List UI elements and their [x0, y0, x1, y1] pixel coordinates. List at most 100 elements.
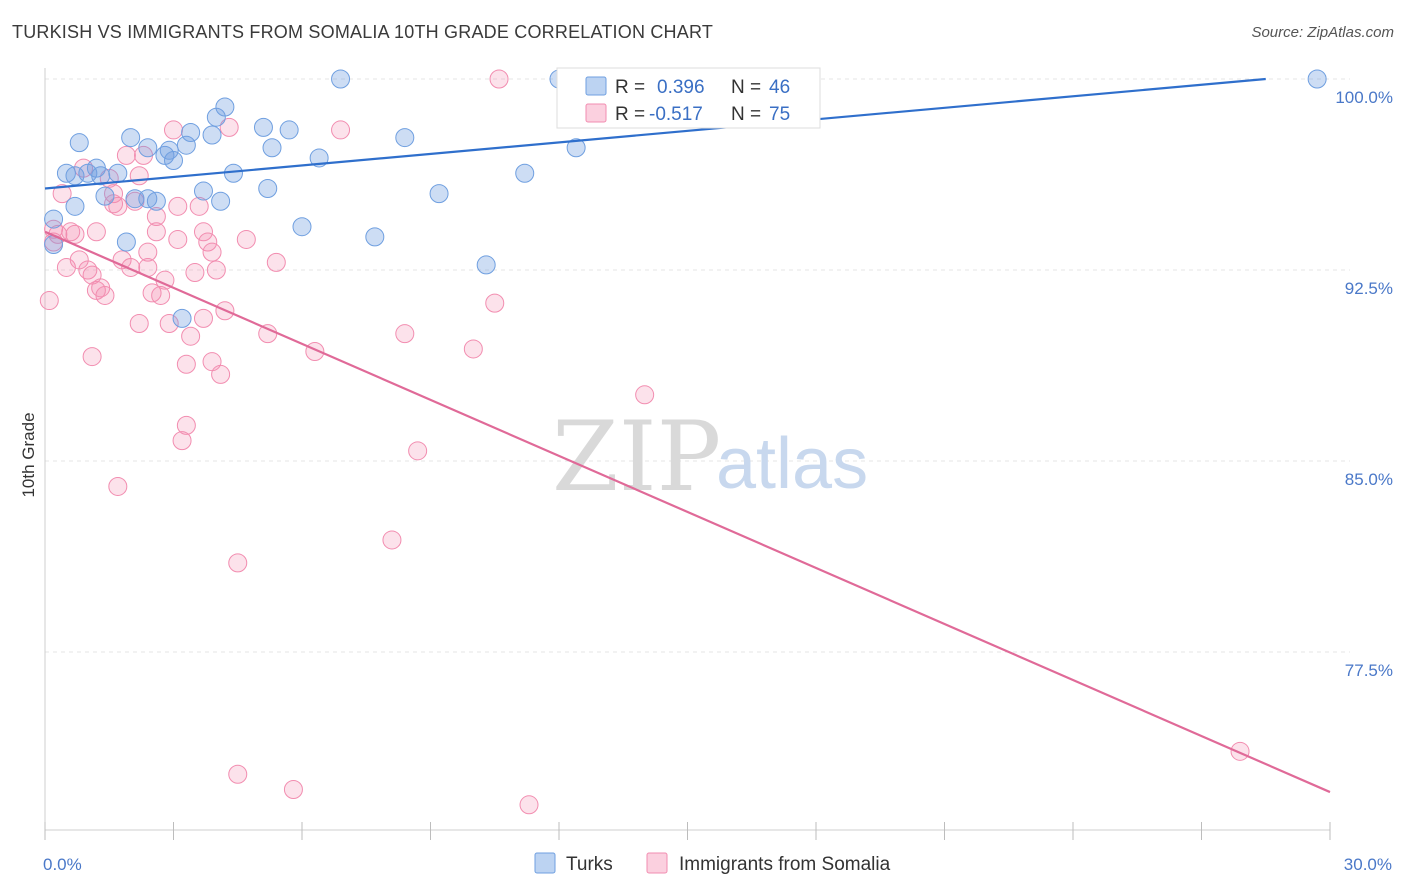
legend-turks-swatch: [585, 76, 607, 96]
somalia-point: [168, 196, 188, 216]
x-tick-labels: 0.0% 30.0%: [43, 822, 1392, 874]
turks-point: [515, 163, 535, 183]
turks-point: [181, 122, 201, 142]
turks-point: [1307, 69, 1327, 89]
somalia-point: [198, 232, 218, 252]
somalia-point: [146, 222, 166, 242]
x-tick-label: 30.0%: [1344, 855, 1392, 874]
source-label: Source: ZipAtlas.com: [1251, 24, 1394, 41]
turks-point: [108, 163, 128, 183]
turks-point: [262, 138, 282, 158]
somalia-point: [1230, 741, 1250, 761]
somalia-point: [181, 326, 201, 346]
turks-point: [172, 308, 192, 328]
somalia-point: [489, 69, 509, 89]
legend-turks-n-value: 46: [769, 77, 790, 98]
turks-point: [91, 166, 111, 186]
somalia-point: [395, 324, 415, 344]
turks-point: [395, 128, 415, 148]
bottom-legend-somalia-label: Immigrants from Somalia: [679, 854, 891, 875]
y-tick-labels: 100.0% 92.5% 85.0% 77.5%: [1335, 88, 1393, 680]
turks-point: [95, 186, 115, 206]
turks-point: [211, 191, 231, 211]
somalia-point: [382, 530, 402, 550]
somalia-point: [283, 780, 303, 800]
somalia-point: [39, 291, 59, 311]
turks-point: [429, 184, 449, 204]
turks-point: [159, 140, 179, 160]
somalia-point: [172, 431, 192, 451]
somalia-point: [202, 242, 222, 262]
somalia-point: [193, 222, 213, 242]
turks-point: [476, 255, 496, 275]
turks-point: [65, 196, 85, 216]
somalia-point: [146, 207, 166, 227]
turks-point: [193, 181, 213, 201]
legend-turks-r-label: R =: [615, 77, 645, 98]
turks-point: [566, 138, 586, 158]
somalia-point: [108, 196, 128, 216]
somalia-point: [108, 476, 128, 496]
turks-point: [331, 69, 351, 89]
turks-point: [69, 133, 89, 153]
somalia-point: [95, 285, 115, 305]
somalia-point: [65, 224, 85, 244]
watermark-atlas: atlas: [716, 424, 868, 504]
somalia-point: [138, 242, 158, 262]
somalia-point: [52, 184, 72, 204]
trend-lines: [44, 77, 1331, 794]
somalia-point: [189, 196, 209, 216]
somalia-point: [176, 415, 196, 435]
legend-turks-n-label: N =: [731, 77, 761, 98]
somalia-point: [159, 313, 179, 333]
y-tick-label: 92.5%: [1345, 279, 1393, 298]
somalia-point: [168, 229, 188, 249]
watermark-zip: ZIP: [552, 401, 721, 513]
turks-point: [164, 150, 183, 170]
somalia-point: [519, 795, 539, 815]
legend-somalia-r-label: R =: [615, 104, 645, 125]
turks-point: [116, 232, 136, 252]
somalia-point: [408, 441, 428, 461]
turks-trend-line: [44, 77, 1266, 190]
bottom-legend-turks-label: Turks: [566, 854, 613, 875]
bottom-legend-turks-swatch: [534, 852, 556, 874]
somalia-point: [228, 764, 248, 784]
turks-point: [365, 227, 385, 247]
somalia-point: [635, 385, 655, 405]
somalia-point: [485, 293, 505, 313]
x-tick-label: 0.0%: [43, 855, 82, 874]
turks-point: [292, 217, 312, 237]
somalia-point: [211, 364, 231, 384]
turks-point: [279, 120, 299, 140]
legend-somalia-n-label: N =: [731, 104, 761, 125]
legend-somalia-n-value: 75: [769, 104, 790, 125]
turks-point: [138, 138, 158, 158]
somalia-point: [151, 285, 171, 305]
somalia-point: [206, 260, 226, 280]
stats-legend: R = 0.396 N = 46 R = -0.517 N = 75: [556, 67, 821, 129]
turks-point: [121, 128, 141, 148]
somalia-point: [228, 553, 248, 573]
somalia-trend-line: [44, 230, 1331, 794]
series-legend: Turks Immigrants from Somalia: [534, 852, 891, 875]
y-tick-label: 77.5%: [1345, 661, 1393, 680]
y-tick-label: 85.0%: [1345, 470, 1393, 489]
turks-point: [258, 179, 278, 199]
somalia-point: [236, 229, 256, 249]
turks-point: [202, 125, 222, 145]
somalia-point: [129, 166, 149, 186]
watermark: ZIP atlas: [552, 401, 868, 513]
somalia-point: [86, 222, 106, 242]
y-axis-label: 10th Grade: [19, 412, 38, 497]
y-tick-label: 100.0%: [1335, 88, 1393, 107]
somalia-point: [82, 347, 102, 367]
turks-point: [253, 117, 273, 137]
somalia-point: [176, 354, 196, 374]
turks-point: [215, 97, 235, 117]
somalia-point: [129, 313, 149, 333]
turks-point: [44, 209, 64, 229]
somalia-point: [193, 308, 213, 328]
somalia-point: [219, 117, 239, 137]
